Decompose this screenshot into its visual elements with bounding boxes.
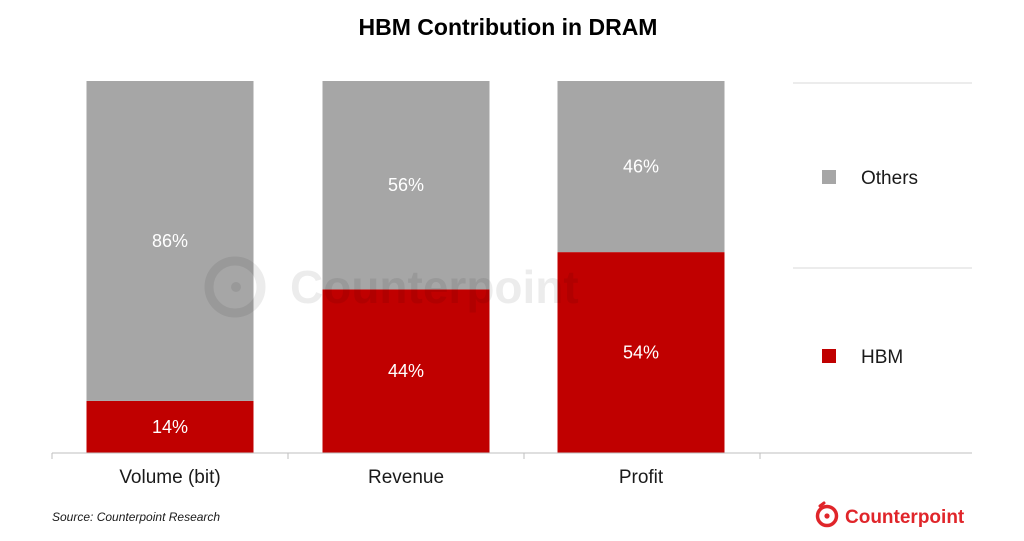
- data-label-others-profit: 46%: [623, 157, 659, 177]
- legend: Others HBM: [793, 82, 972, 368]
- data-label-hbm-volume-bit: 14%: [152, 417, 188, 437]
- counterpoint-logo: Counterpoint: [815, 501, 965, 528]
- watermark-text: Counterpoint: [290, 261, 579, 313]
- data-label-others-volume-bit: 86%: [152, 231, 188, 251]
- data-label-hbm-revenue: 44%: [388, 361, 424, 381]
- bar-others-volume-bit: [86, 81, 254, 401]
- counterpoint-logo-icon-dot: [824, 513, 830, 519]
- watermark: Counterpoint: [204, 256, 579, 318]
- legend-label-others: Others: [861, 168, 918, 189]
- category-label-profit: Profit: [619, 467, 664, 488]
- watermark-logo-dot: [231, 282, 241, 292]
- counterpoint-logo-icon: [815, 504, 839, 528]
- bars-layer: 14% 86% 44% 56% 54% 46%: [86, 81, 725, 453]
- legend-label-hbm: HBM: [861, 347, 903, 368]
- data-label-hbm-profit: 54%: [623, 343, 659, 363]
- category-label-revenue: Revenue: [368, 467, 444, 488]
- legend-swatch-hbm: [822, 349, 836, 363]
- bar-hbm-revenue: [322, 289, 490, 453]
- counterpoint-logo-icon-tick: [818, 501, 826, 508]
- watermark-logo-icon: [204, 256, 266, 318]
- bar-others-revenue: [322, 81, 490, 290]
- chart-title: HBM Contribution in DRAM: [359, 14, 658, 40]
- counterpoint-logo-text: Counterpoint: [845, 507, 965, 528]
- bar-hbm-volume-bit: [86, 400, 254, 453]
- bar-others-profit: [557, 81, 725, 253]
- category-label-volume-bit: Volume (bit): [119, 467, 220, 488]
- bar-hbm-profit: [557, 252, 725, 453]
- source-note: Source: Counterpoint Research: [52, 510, 220, 524]
- x-axis: Volume (bit) Revenue Profit: [51, 452, 972, 488]
- data-label-others-revenue: 56%: [388, 175, 424, 195]
- legend-swatch-others: [822, 170, 836, 184]
